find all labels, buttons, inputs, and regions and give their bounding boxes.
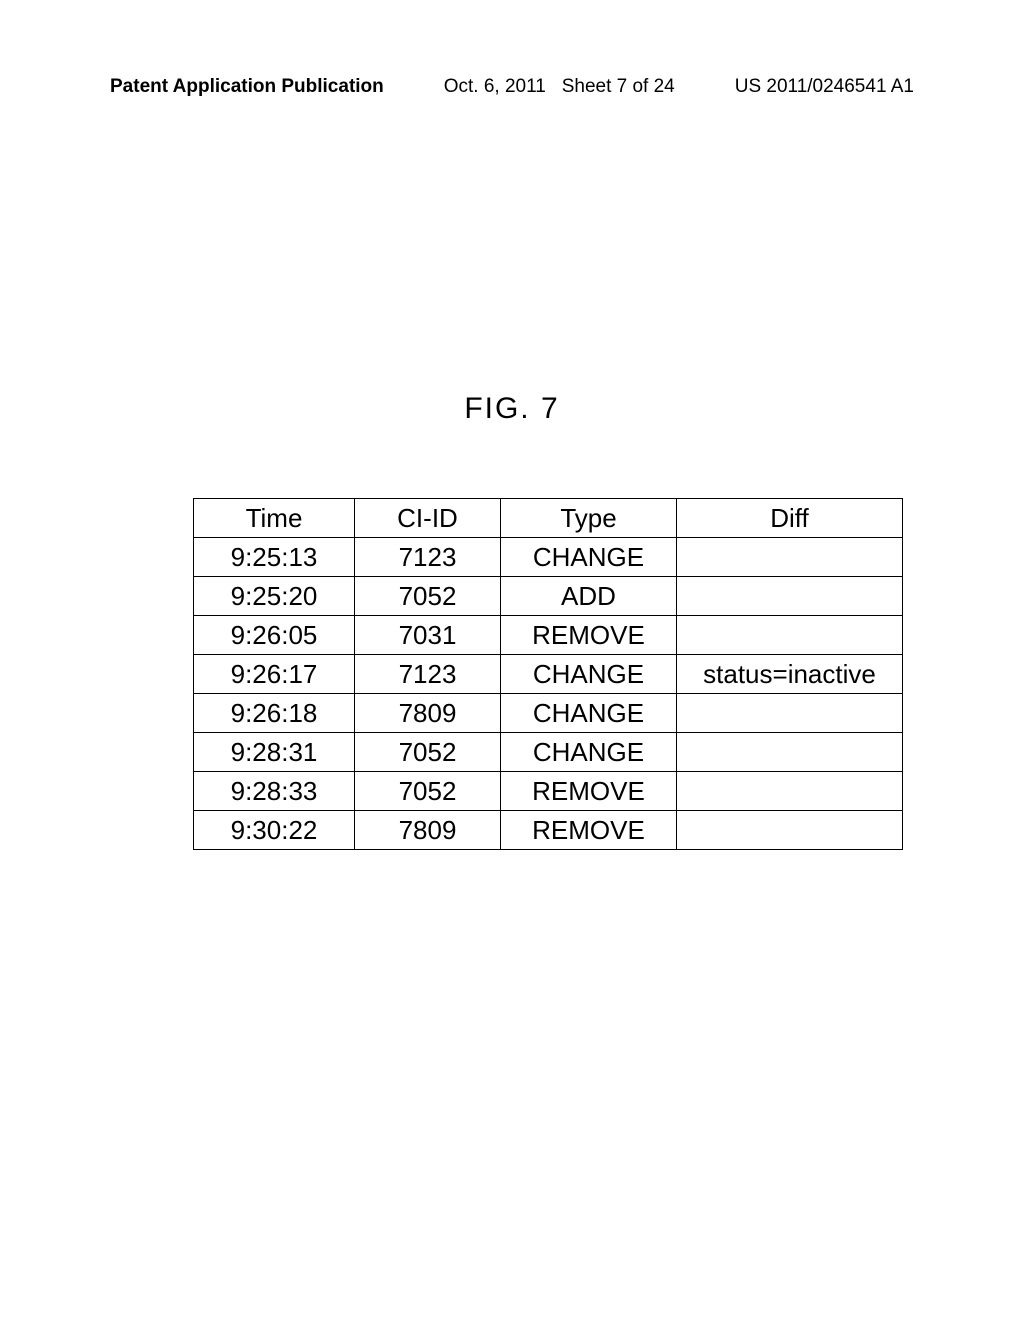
cell-diff [677,772,903,811]
figure-caption: FIG. 7 [0,392,1024,426]
table-body: 9:25:13 7123 CHANGE 9:25:20 7052 ADD 9:2… [194,538,903,850]
cell-time: 9:25:13 [194,538,355,577]
table-row: 9:26:05 7031 REMOVE [194,616,903,655]
col-header-ciid: CI-ID [355,499,501,538]
cell-ciid: 7809 [355,694,501,733]
cell-diff: status=inactive [677,655,903,694]
cell-type: REMOVE [501,811,677,850]
cell-time: 9:28:31 [194,733,355,772]
cell-type: CHANGE [501,655,677,694]
cell-diff [677,538,903,577]
table-row: 9:25:20 7052 ADD [194,577,903,616]
cell-time: 9:25:20 [194,577,355,616]
cell-ciid: 7123 [355,538,501,577]
cell-diff [677,577,903,616]
cell-type: ADD [501,577,677,616]
cell-ciid: 7031 [355,616,501,655]
table-row: 9:26:17 7123 CHANGE status=inactive [194,655,903,694]
cell-type: REMOVE [501,616,677,655]
cell-time: 9:26:17 [194,655,355,694]
header-doc-number: US 2011/0246541 A1 [735,76,914,98]
cell-ciid: 7052 [355,577,501,616]
header-sheet: Sheet 7 of 24 [562,76,675,97]
header-date-sheet: Oct. 6, 2011 Sheet 7 of 24 [444,76,675,98]
table-row: 9:28:31 7052 CHANGE [194,733,903,772]
cell-diff [677,616,903,655]
page-header: Patent Application Publication Oct. 6, 2… [0,76,1024,98]
header-publication: Patent Application Publication [110,76,384,98]
cell-ciid: 7052 [355,772,501,811]
cell-type: REMOVE [501,772,677,811]
table-row: 9:25:13 7123 CHANGE [194,538,903,577]
cell-diff [677,694,903,733]
cell-ciid: 7809 [355,811,501,850]
cell-time: 9:28:33 [194,772,355,811]
table-row: 9:26:18 7809 CHANGE [194,694,903,733]
cell-ciid: 7052 [355,733,501,772]
cell-type: CHANGE [501,694,677,733]
cell-time: 9:30:22 [194,811,355,850]
cell-diff [677,811,903,850]
table-row: 9:28:33 7052 REMOVE [194,772,903,811]
col-header-time: Time [194,499,355,538]
col-header-diff: Diff [677,499,903,538]
cell-type: CHANGE [501,733,677,772]
header-date: Oct. 6, 2011 [444,76,546,97]
cell-time: 9:26:18 [194,694,355,733]
cell-ciid: 7123 [355,655,501,694]
table-container: Time CI-ID Type Diff 9:25:13 7123 CHANGE… [193,498,903,850]
cell-diff [677,733,903,772]
col-header-type: Type [501,499,677,538]
table-row: 9:30:22 7809 REMOVE [194,811,903,850]
data-table: Time CI-ID Type Diff 9:25:13 7123 CHANGE… [193,498,903,850]
cell-time: 9:26:05 [194,616,355,655]
cell-type: CHANGE [501,538,677,577]
table-header-row: Time CI-ID Type Diff [194,499,903,538]
